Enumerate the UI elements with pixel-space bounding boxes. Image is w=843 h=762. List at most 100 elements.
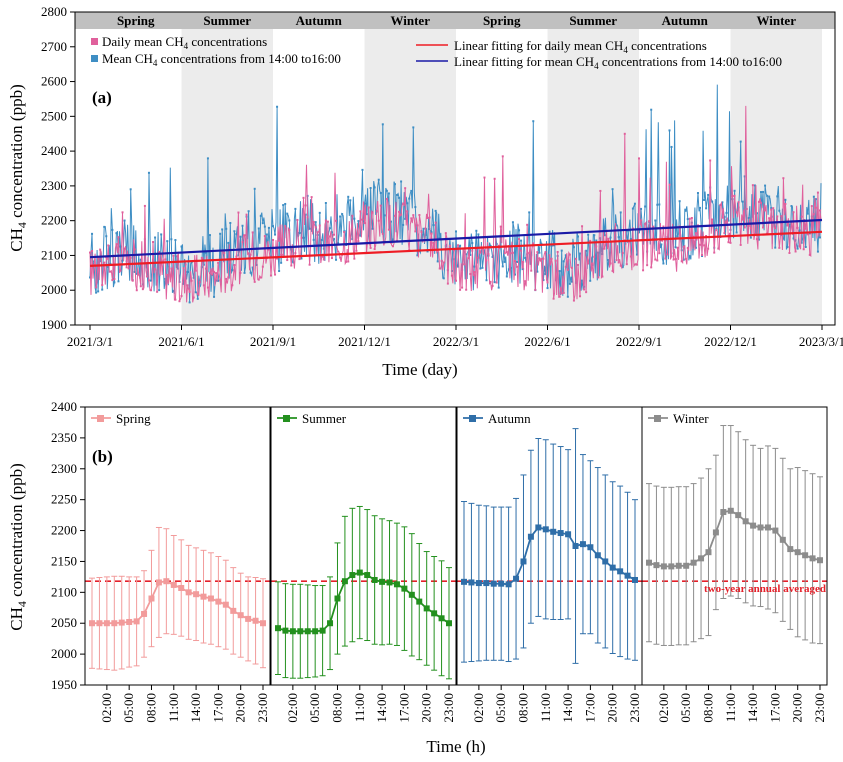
data-point [562, 291, 565, 294]
data-point [485, 259, 488, 262]
data-point [351, 214, 354, 217]
data-point [550, 244, 553, 247]
data-point [532, 242, 535, 245]
data-point [194, 269, 197, 272]
legend-item-daily: Daily mean CH4 concentrations [91, 34, 267, 51]
data-point [593, 255, 596, 258]
data-point [814, 198, 817, 201]
x-tick-label: 11:00 [352, 693, 367, 722]
data-point [172, 289, 175, 292]
data-point [328, 227, 331, 230]
series-points-daily-mean-ch4-concentrations [89, 132, 821, 303]
data-point [540, 258, 543, 261]
data-point [257, 227, 260, 230]
data-point [330, 257, 333, 260]
data-point [733, 189, 736, 192]
data-point [158, 289, 161, 292]
data-point [784, 198, 787, 201]
data-point [762, 190, 765, 193]
data-point [615, 259, 618, 262]
data-point [720, 509, 727, 516]
x-tick-label: 20:00 [790, 693, 805, 723]
data-point [414, 206, 417, 209]
data-point [148, 595, 155, 602]
x-tick-label: 02:00 [656, 693, 671, 723]
error-bars-autumn [461, 428, 638, 664]
data-point [640, 219, 643, 222]
data-point [601, 275, 604, 278]
data-point [385, 197, 388, 200]
data-point [349, 199, 352, 202]
y-tick-label: 2150 [51, 553, 77, 568]
data-point [308, 227, 311, 230]
data-point [599, 237, 602, 240]
data-point [422, 227, 425, 230]
data-point [750, 522, 757, 529]
legend-label-fit-daily: Linear fitting for daily mean CH4 concen… [454, 38, 707, 55]
panel-b-subpanels: Spring 02:00 05:00 08:00 11:00 14:00 17:00 20:0… [84, 406, 828, 723]
data-point [156, 272, 159, 275]
data-point [686, 247, 689, 250]
error-bars-spring [89, 526, 266, 671]
x-tick-label: 02:00 [285, 693, 300, 723]
data-point [747, 217, 750, 220]
data-point [452, 249, 455, 252]
data-point [119, 269, 122, 272]
data-point [489, 280, 492, 283]
data-point [103, 620, 110, 627]
x-tick-label: 05:00 [307, 693, 322, 723]
data-point [127, 267, 130, 270]
data-point [684, 257, 687, 260]
data-point [263, 225, 266, 228]
data-point [538, 251, 541, 254]
data-point [475, 248, 478, 251]
data-point [707, 193, 710, 196]
data-point [572, 543, 579, 549]
panel-a-series [89, 84, 823, 304]
data-point [381, 232, 384, 235]
data-point [292, 261, 295, 264]
data-point [632, 576, 638, 583]
data-point [286, 212, 289, 215]
data-point [215, 598, 222, 605]
subpanel-autumn: Autumn 02:00 05:00 08:00 11:00 14:00 17:00 20:0… [456, 406, 643, 723]
data-point [391, 245, 394, 248]
data-point [747, 224, 750, 227]
data-point [426, 250, 429, 253]
data-point [371, 211, 374, 214]
data-point [503, 260, 506, 263]
data-point [143, 204, 146, 207]
data-point [735, 231, 738, 234]
data-point [231, 269, 234, 272]
data-point [739, 140, 742, 143]
data-point [423, 605, 430, 612]
data-point [95, 286, 98, 289]
data-point [621, 251, 624, 254]
data-point [812, 195, 815, 198]
data-point [574, 257, 577, 260]
data-point [391, 238, 394, 241]
data-point [776, 215, 779, 218]
legend-item-afternoon: Mean CH4 concentrations from 14:00 to16:… [91, 51, 341, 68]
data-point [290, 264, 293, 267]
data-point [800, 215, 803, 218]
data-point [593, 234, 596, 237]
data-point [699, 206, 701, 209]
data-point [208, 272, 211, 275]
data-point [804, 227, 807, 230]
data-point [457, 244, 460, 247]
data-point [658, 203, 661, 206]
data-point [326, 220, 329, 223]
data-point [483, 249, 486, 252]
data-point [792, 211, 795, 214]
data-point [487, 253, 490, 256]
data-point [727, 507, 734, 514]
data-point [298, 231, 301, 234]
data-point [121, 259, 124, 262]
data-point [577, 235, 579, 238]
data-point [518, 238, 521, 241]
series-markers-summer [275, 569, 452, 635]
data-point [794, 549, 801, 556]
data-point [490, 580, 497, 587]
x-tick-label: 11:00 [166, 693, 181, 722]
